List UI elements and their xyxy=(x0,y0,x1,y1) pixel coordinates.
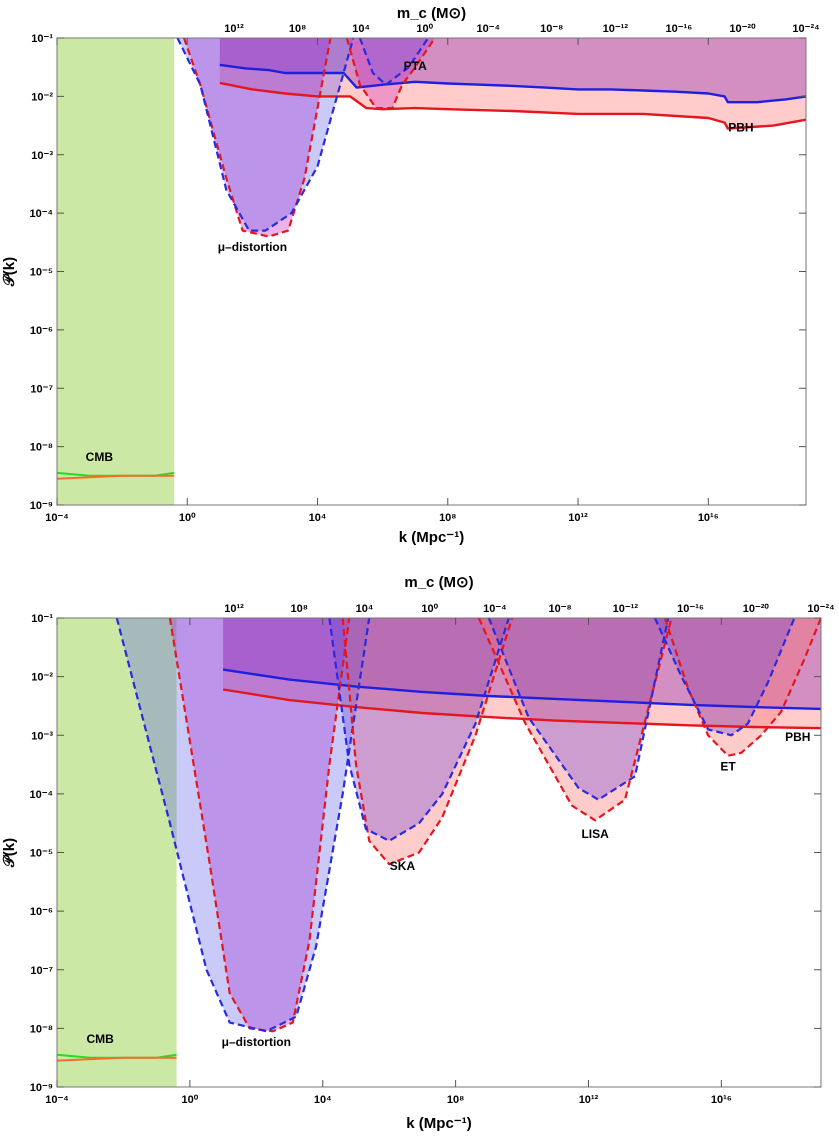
mu-red-curve xyxy=(182,37,332,238)
y-tick-label: 10⁻² xyxy=(31,91,53,103)
ska-red-curve xyxy=(341,617,514,866)
top-tick-label: 10⁰ xyxy=(416,23,433,35)
top-tick-label: 10⁻¹⁶ xyxy=(677,603,704,615)
top-tick-label: 10⁻²⁰ xyxy=(729,23,756,35)
top-tick-label: 10¹² xyxy=(224,23,244,35)
cmb-region xyxy=(57,38,175,505)
y-tick-label: 10⁻⁵ xyxy=(30,848,53,860)
annotation-et: ET xyxy=(720,759,736,773)
lisa-blue-region xyxy=(488,618,669,800)
x-axis-label: k (Mpc⁻¹) xyxy=(406,1115,471,1132)
x-tick-label: 10⁻⁴ xyxy=(45,1094,68,1106)
ska-red-region xyxy=(342,618,513,865)
x-tick-label: 10¹⁶ xyxy=(698,512,719,524)
annotation-distortion: μ–distortion xyxy=(218,240,287,254)
top-tick-label: 10⁻⁴ xyxy=(483,603,506,615)
top-tick-label: 10⁻²⁴ xyxy=(807,603,834,615)
top-tick-label: 10⁴ xyxy=(352,23,370,35)
y-tick-label: 10⁻⁷ xyxy=(30,383,53,395)
red-pbh-curve xyxy=(222,688,822,730)
top-tick-label: 10⁻¹² xyxy=(603,23,629,35)
pta-blue-region xyxy=(359,38,429,85)
blue-pbh-curve xyxy=(222,668,822,711)
red-pbh-curve xyxy=(219,81,807,130)
mu-red-region xyxy=(169,618,350,1032)
mu-blue-region xyxy=(116,618,370,1032)
y-tick-label: 10⁻¹ xyxy=(31,33,53,45)
top-tick-label: 10⁻¹² xyxy=(613,603,639,615)
cmb-orange-curve xyxy=(56,474,175,480)
pta-red-region xyxy=(346,38,435,109)
x-tick-label: 10⁸ xyxy=(447,1094,464,1106)
y-axis-label: 𝒫(k) xyxy=(1,838,18,868)
top-axis-label: m_c (M⊙) xyxy=(404,574,473,591)
mu-blue-curve xyxy=(176,37,355,232)
annotation-cmb: CMB xyxy=(86,450,114,464)
y-tick-label: 10⁻³ xyxy=(31,150,53,162)
top-tick-label: 10⁻²⁴ xyxy=(792,23,819,35)
y-tick-label: 10⁻⁶ xyxy=(30,325,53,337)
top-axis-label: m_c (M⊙) xyxy=(397,5,466,22)
cmb-region xyxy=(57,618,177,1087)
pta-red-curve xyxy=(345,37,436,110)
x-tick-label: 10⁸ xyxy=(439,512,456,524)
lisa-blue-curve xyxy=(487,617,670,801)
y-tick-label: 10⁻⁴ xyxy=(30,208,53,220)
lisa-red-curve xyxy=(477,617,673,822)
top-tick-label: 10⁸ xyxy=(289,23,306,35)
top-tick-label: 10⁻⁴ xyxy=(476,23,499,35)
y-tick-label: 10⁻⁹ xyxy=(30,1082,53,1094)
top-tick-label: 10⁰ xyxy=(421,603,438,615)
x-axis-label: k (Mpc⁻¹) xyxy=(399,529,464,546)
blue-pbh-curve xyxy=(219,63,807,104)
top-tick-label: 10⁻⁸ xyxy=(548,603,571,615)
annotation-lisa: LISA xyxy=(581,827,609,841)
mu-red-region xyxy=(184,38,331,237)
y-tick-label: 10⁻¹ xyxy=(31,613,53,625)
y-tick-label: 10⁻⁴ xyxy=(30,789,53,801)
ska-blue-region xyxy=(329,618,509,841)
top-tick-label: 10⁻¹⁶ xyxy=(665,23,692,35)
y-axis-label: 𝒫(k) xyxy=(1,257,18,287)
mu-blue-region xyxy=(177,38,354,231)
y-tick-label: 10⁻⁶ xyxy=(30,906,53,918)
top-tick-label: 10⁴ xyxy=(356,603,374,615)
x-tick-label: 10¹⁶ xyxy=(711,1094,732,1106)
lisa-red-region xyxy=(478,618,672,821)
x-tick-label: 10¹² xyxy=(579,1094,599,1106)
y-tick-label: 10⁻⁷ xyxy=(30,965,53,977)
annotation-cmb: CMB xyxy=(87,1032,115,1046)
et-blue-curve xyxy=(653,617,796,737)
x-tick-label: 10⁴ xyxy=(314,1094,332,1106)
top-tick-label: 10⁸ xyxy=(291,603,308,615)
y-tick-label: 10⁻⁸ xyxy=(30,1023,53,1035)
ska-blue-curve xyxy=(328,617,510,842)
x-tick-label: 10⁻⁴ xyxy=(45,512,68,524)
x-tick-label: 10⁰ xyxy=(182,1094,199,1106)
top-tick-label: 10⁻⁸ xyxy=(540,23,563,35)
annotation-pta: PTA xyxy=(404,59,427,73)
y-tick-label: 10⁻⁹ xyxy=(30,500,53,512)
y-tick-label: 10⁻² xyxy=(31,672,53,684)
top-tick-label: 10¹² xyxy=(224,603,244,615)
x-tick-label: 10⁴ xyxy=(309,512,327,524)
annotation-pbh: PBH xyxy=(785,730,810,744)
y-tick-label: 10⁻⁵ xyxy=(30,267,53,279)
pta-blue-curve xyxy=(358,37,430,86)
y-tick-label: 10⁻³ xyxy=(31,730,53,742)
y-tick-label: 10⁻⁸ xyxy=(30,442,53,454)
cmb-orange-curve xyxy=(56,1056,177,1062)
annotation-pbh: PBH xyxy=(728,120,753,134)
x-tick-label: 10⁰ xyxy=(179,512,196,524)
top-tick-label: 10⁻²⁰ xyxy=(743,603,770,615)
mu-red-curve xyxy=(168,617,351,1033)
annotation-ska: SKA xyxy=(390,859,416,873)
et-blue-region xyxy=(654,618,795,736)
annotation-distortion: μ–distortion xyxy=(222,1035,291,1049)
x-tick-label: 10¹² xyxy=(568,512,588,524)
